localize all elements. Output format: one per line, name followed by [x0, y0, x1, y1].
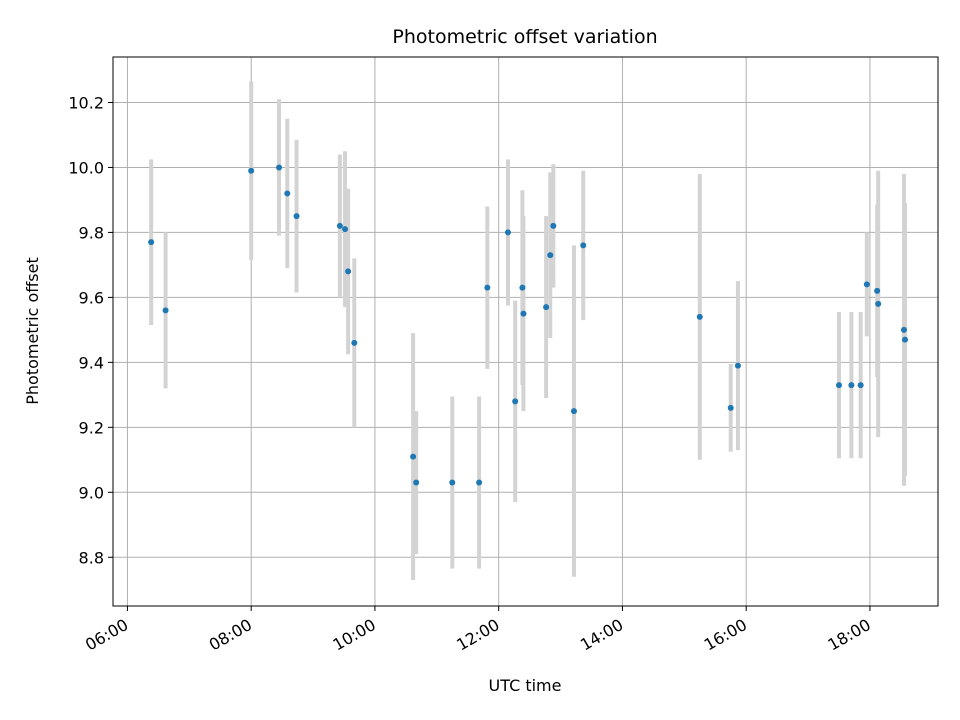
data-point	[336, 222, 343, 229]
y-tick-label: 10.2	[68, 93, 104, 112]
data-point	[284, 190, 291, 197]
data-point	[410, 453, 417, 460]
data-point	[248, 167, 255, 174]
data-point	[857, 382, 864, 389]
data-point	[449, 479, 456, 486]
data-point	[550, 222, 557, 229]
data-point	[863, 281, 870, 288]
data-point	[413, 479, 420, 486]
y-tick-label: 9.8	[79, 223, 104, 242]
y-tick-label: 8.8	[79, 548, 104, 567]
data-point	[520, 310, 527, 317]
data-point	[874, 287, 881, 294]
data-point	[293, 213, 300, 220]
plot-frame	[112, 56, 939, 607]
data-point	[519, 284, 526, 291]
y-axis-ticks: 8.8 9.0 9.2 9.4 9.6 9.8 10.0 10.2	[68, 93, 113, 567]
data-point	[484, 284, 491, 291]
data-point	[504, 229, 511, 236]
y-tick-label: 9.2	[79, 418, 104, 437]
data-point	[276, 164, 283, 171]
data-point	[875, 300, 882, 307]
data-point	[148, 239, 155, 246]
data-point	[476, 479, 483, 486]
data-point	[345, 268, 352, 275]
data-point	[512, 398, 519, 405]
data-point	[570, 408, 577, 415]
data-point	[734, 362, 741, 369]
data-point	[543, 304, 550, 311]
data-point	[162, 307, 169, 314]
y-tick-label: 9.4	[79, 353, 104, 372]
data-point	[351, 339, 358, 346]
x-axis-label: UTC time	[489, 676, 562, 695]
data-point	[900, 326, 907, 333]
data-point	[848, 382, 855, 389]
data-point	[836, 382, 842, 389]
data-point	[902, 336, 908, 343]
data-point	[342, 226, 349, 233]
y-tick-label: 9.0	[79, 483, 104, 502]
data-point	[547, 252, 554, 259]
data-point	[696, 313, 703, 320]
y-tick-label: 10.0	[68, 158, 104, 177]
data-point	[580, 242, 587, 249]
grid	[113, 57, 938, 606]
data-point	[727, 404, 734, 411]
chart-title: Photometric offset variation	[392, 26, 657, 48]
y-tick-label: 9.6	[79, 288, 104, 307]
data-points	[148, 164, 908, 486]
y-axis-label: Photometric offset	[23, 257, 42, 405]
